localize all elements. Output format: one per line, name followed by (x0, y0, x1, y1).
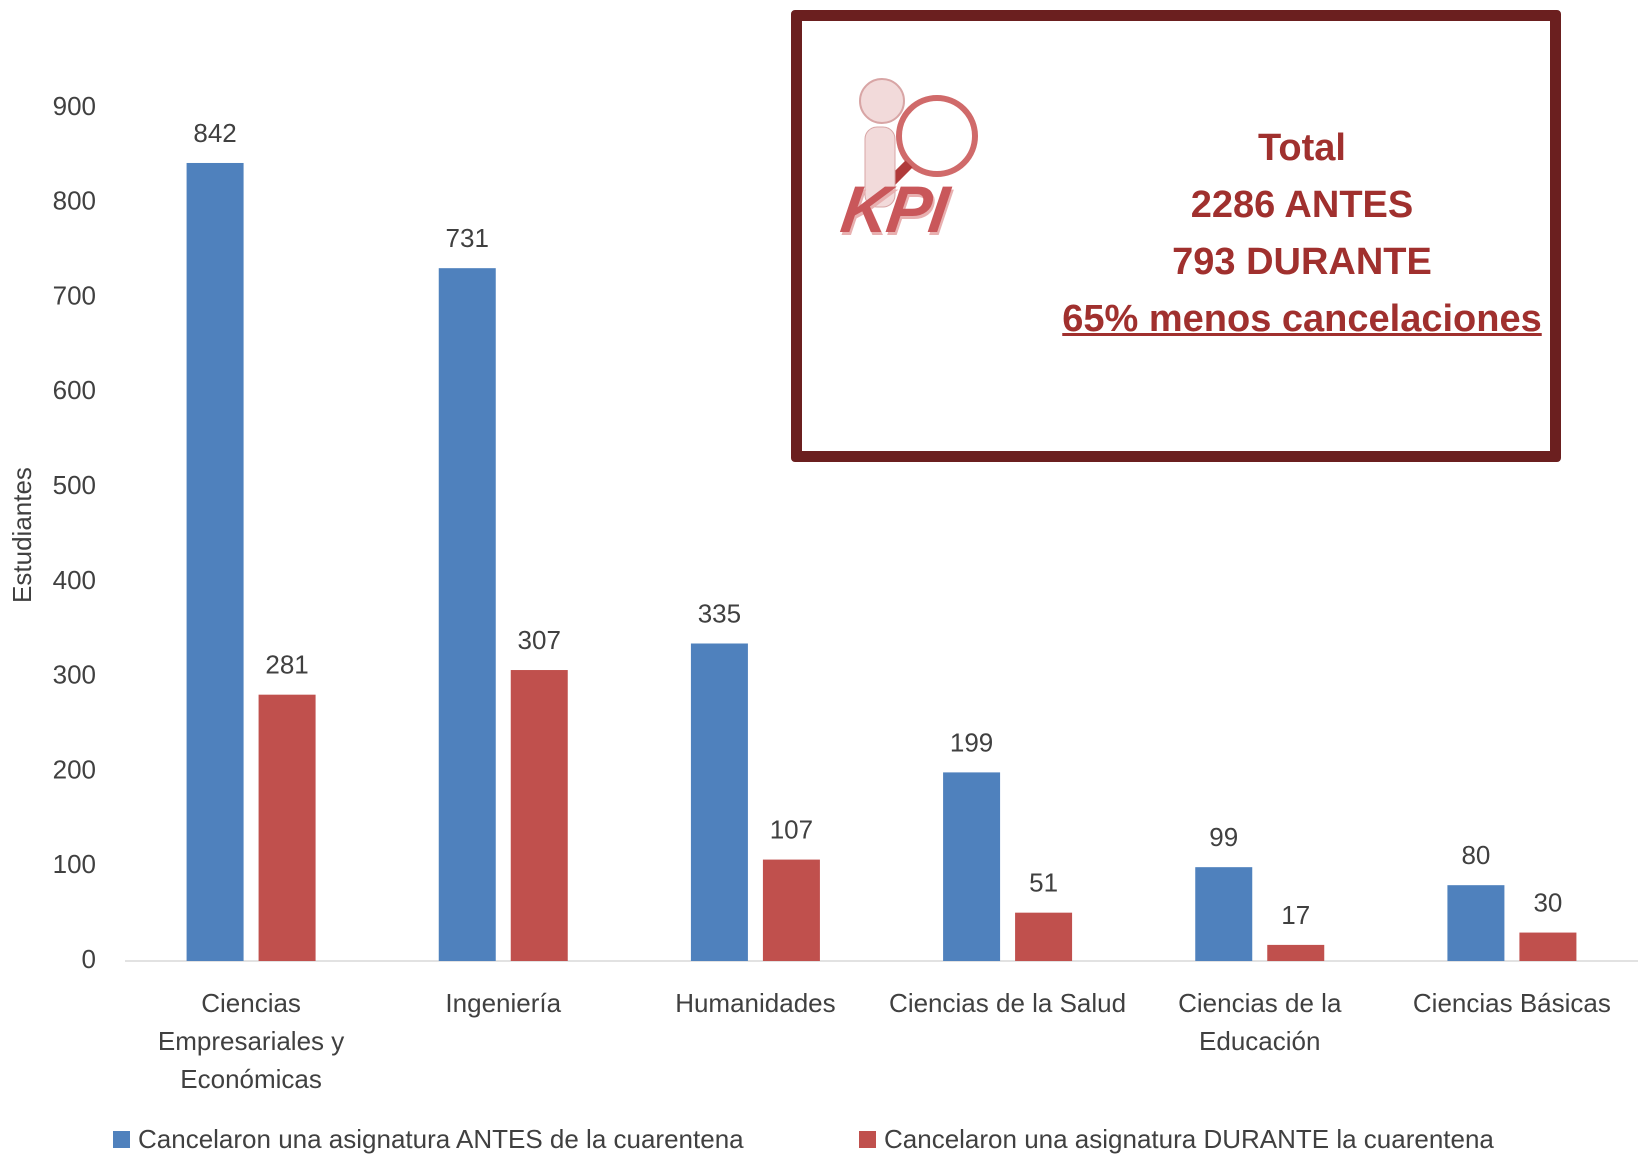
page: Estudiantes 0 100 200 300 400 500 600 700 800 900… (0, 0, 1638, 1160)
bar (1267, 945, 1324, 961)
legend-swatch (113, 1131, 130, 1148)
y-tick-label: 900 (53, 91, 96, 121)
value-label: 842 (193, 118, 236, 148)
y-tick-label: 200 (53, 754, 96, 784)
value-label: 199 (950, 727, 993, 757)
y-tick-label: 400 (53, 565, 96, 595)
x-tick-label: Ciencias de la Salud (885, 984, 1131, 1022)
bar (1015, 913, 1072, 961)
bar (763, 860, 820, 961)
bar (511, 670, 568, 961)
x-tick-label: Ciencias Básicas (1389, 984, 1635, 1022)
bar (691, 643, 748, 961)
kpi-badge: KPI (837, 171, 952, 247)
bar (259, 695, 316, 961)
value-label: 281 (265, 650, 308, 680)
value-label: 17 (1281, 900, 1310, 930)
bar (1447, 885, 1504, 961)
value-label: 30 (1533, 887, 1562, 917)
kpi-line: Total (1032, 124, 1572, 172)
kpi-line: 65% menos cancelaciones (1032, 295, 1572, 343)
y-tick-label: 500 (53, 470, 96, 500)
legend-label: Cancelaron una asignatura DURANTE la cua… (884, 1124, 1494, 1155)
y-tick-label: 0 (82, 944, 96, 974)
kpi-line: 793 DURANTE (1032, 238, 1572, 286)
kpi-line: 2286 ANTES (1032, 181, 1572, 229)
x-tick-label: Ingeniería (380, 984, 626, 1022)
y-tick-label: 300 (53, 660, 96, 690)
y-tick-label: 700 (53, 280, 96, 310)
x-tick-label: Humanidades (632, 984, 878, 1022)
bar (439, 268, 496, 961)
bar (1519, 933, 1576, 961)
value-label: 335 (698, 598, 741, 628)
value-label: 99 (1209, 822, 1238, 852)
value-label: 80 (1461, 840, 1490, 870)
value-label: 731 (446, 223, 489, 253)
y-axis-label: Estudiantes (7, 467, 37, 603)
y-tick-label: 800 (53, 186, 96, 216)
value-label: 307 (518, 625, 561, 655)
bar (943, 772, 1000, 961)
y-tick-label: 600 (53, 375, 96, 405)
bar (187, 163, 244, 961)
bar (1195, 867, 1252, 961)
legend-swatch (859, 1131, 876, 1148)
legend-label: Cancelaron una asignatura ANTES de la cu… (138, 1124, 744, 1155)
y-tick-label: 100 (53, 849, 96, 879)
x-tick-label: Ciencias Empresariales y Económicas (128, 984, 374, 1098)
x-tick-label: Ciencias de la Educación (1137, 984, 1383, 1060)
value-label: 51 (1029, 868, 1058, 898)
value-label: 107 (770, 814, 813, 844)
